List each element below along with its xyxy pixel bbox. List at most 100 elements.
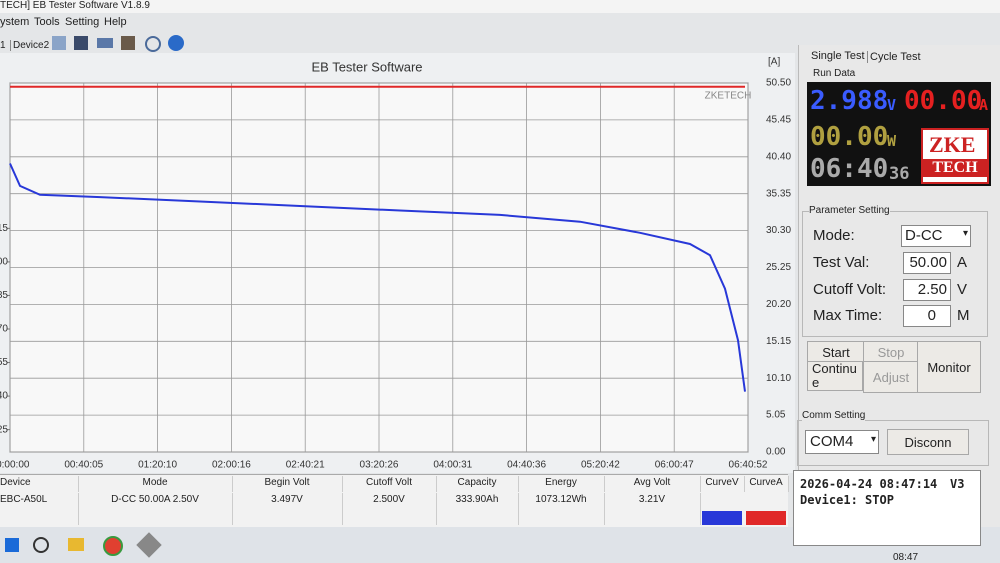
test-value-input[interactable]: 50.00 — [903, 252, 951, 274]
log-box: 2026-04-24 08:47:14 V3 Device1: STOP — [793, 470, 981, 546]
param-value: 50.00 — [909, 254, 947, 271]
column-header: Capacity — [436, 476, 519, 492]
tab[interactable]: Cycle Test — [867, 51, 921, 63]
log-version: V3 — [950, 477, 965, 491]
column-header: Cutoff Volt — [342, 476, 437, 492]
y2-axis-label: [A] — [768, 57, 780, 68]
column-header: CurveA — [744, 476, 789, 492]
curve-swatch — [746, 511, 786, 525]
param-label: Test Val: — [813, 254, 870, 271]
y-tick-label: 3.15 — [0, 223, 8, 234]
cutoff-input[interactable]: 2.50 — [903, 279, 951, 301]
cell: EBC-A50L — [0, 493, 79, 525]
voltage-reading: 2.988 — [810, 86, 889, 116]
port-select[interactable]: COM4 ▾ — [805, 430, 879, 454]
column-header: Mode — [78, 476, 233, 492]
info-icon[interactable] — [168, 35, 184, 51]
comm-group — [797, 420, 989, 466]
curve-swatch — [702, 511, 742, 525]
y-tick-label: 2.40 — [0, 391, 8, 402]
param-value: D-CC — [905, 227, 943, 244]
y-tick-label: 2.25 — [0, 424, 8, 435]
disconnect-button[interactable]: Disconn — [887, 429, 969, 455]
save-icon[interactable] — [74, 36, 88, 50]
parameter-group — [802, 211, 988, 337]
toolbar: 1 Device2 — [0, 32, 800, 52]
y-tick-label: 3.00 — [0, 257, 8, 268]
stop-button[interactable]: Stop — [863, 341, 919, 363]
logo-top: ZKE — [929, 132, 976, 157]
logo: ZKE TECH — [921, 128, 989, 184]
chart-icon[interactable] — [97, 38, 113, 48]
param-unit: A — [957, 254, 968, 271]
search-icon[interactable] — [33, 537, 49, 553]
device-tab[interactable]: Device2 — [10, 40, 49, 51]
dropdown-arrow[interactable]: ▾ — [962, 228, 968, 239]
explorer-icon[interactable] — [68, 538, 84, 551]
x-tick-label: 00:40:05 — [64, 460, 103, 471]
y2-tick-label: 15.15 — [766, 336, 791, 347]
x-tick-label: 06:00:47 — [655, 460, 694, 471]
continue-button[interactable]: Continue — [807, 361, 863, 391]
y2-tick-label: 35.35 — [766, 188, 791, 199]
search-icon[interactable] — [145, 36, 161, 52]
y-tick-label: 2.85 — [0, 290, 8, 301]
x-tick-label: 00:00:00 — [0, 460, 30, 471]
menu-item[interactable]: ystem — [0, 16, 30, 28]
app-icon[interactable] — [136, 532, 162, 558]
x-tick-label: 02:40:21 — [286, 460, 325, 471]
start-icon[interactable] — [5, 538, 19, 552]
x-tick-label: 04:00:31 — [433, 460, 472, 471]
cell: 333.90Ah — [436, 493, 519, 525]
x-tick-label: 01:20:10 — [138, 460, 177, 471]
y2-tick-label: 45.45 — [766, 115, 791, 126]
log-timestamp: 2026-04-24 08:47:14 — [800, 477, 938, 491]
tools-icon[interactable] — [121, 36, 135, 50]
menu-item[interactable]: Tools — [34, 16, 60, 28]
column-header: Energy — [518, 476, 605, 492]
time-seconds: 36 — [889, 164, 910, 184]
y-tick-label: 2.55 — [0, 357, 8, 368]
y2-tick-label: 40.40 — [766, 151, 791, 162]
power-reading: 00.00 — [810, 122, 889, 152]
chrome-icon[interactable] — [103, 536, 123, 556]
cell: D-CC 50.00A 2.50V — [78, 493, 233, 525]
max-time-input[interactable]: 0 — [903, 305, 951, 327]
open-icon[interactable] — [52, 36, 66, 50]
device-tab[interactable]: 1 — [0, 40, 6, 51]
adjust-button[interactable]: Adjust — [863, 361, 919, 393]
tab[interactable]: Single Test — [811, 50, 865, 62]
time-reading: 06:40 — [810, 154, 889, 184]
chart: EB Tester Software ZKETECH [A] 0.00 5.05 1… — [0, 56, 792, 471]
monitor-button[interactable]: Monitor — [917, 341, 981, 393]
menu-item[interactable]: Help — [104, 16, 127, 28]
summary-table: Device Mode Begin Volt Cutoff Volt Capacity E… — [0, 474, 789, 527]
lcd-display: 2.988 V 00.00 A 00.00 W 06:40 36 ZKE TEC… — [807, 82, 991, 186]
param-unit: V — [957, 281, 968, 298]
menu-bar: ystem Tools Setting Help — [0, 14, 800, 30]
chart-title: EB Tester Software — [311, 59, 422, 74]
param-value: 0 — [927, 307, 936, 324]
param-unit: M — [957, 307, 970, 324]
window-title: TECH] EB Tester Software V1.8.9 — [0, 0, 150, 11]
dropdown-arrow[interactable]: ▾ — [870, 434, 876, 445]
current-reading: 00.00 — [904, 86, 983, 116]
x-tick-label: 05:20:42 — [581, 460, 620, 471]
log-message: Device1: STOP — [800, 493, 894, 507]
start-button[interactable]: Start — [807, 341, 865, 363]
column-header: Avg Volt — [604, 476, 701, 492]
y2-tick-label: 25.25 — [766, 262, 791, 273]
column-header: CurveV — [700, 476, 745, 492]
x-tick-label: 03:20:26 — [360, 460, 399, 471]
column-header: Device — [0, 476, 79, 492]
group-label: Comm Setting — [802, 410, 866, 421]
mode-select[interactable]: D-CC ▾ — [901, 225, 971, 247]
port-value: COM4 — [810, 433, 854, 450]
cell: 3.497V — [232, 493, 343, 525]
x-tick-label: 04:40:36 — [507, 460, 546, 471]
series-line — [9, 163, 746, 392]
menu-item[interactable]: Setting — [65, 16, 100, 28]
column-header: Begin Volt — [232, 476, 343, 492]
group-label: Parameter Setting — [809, 205, 890, 216]
param-value: 2.50 — [917, 281, 947, 298]
